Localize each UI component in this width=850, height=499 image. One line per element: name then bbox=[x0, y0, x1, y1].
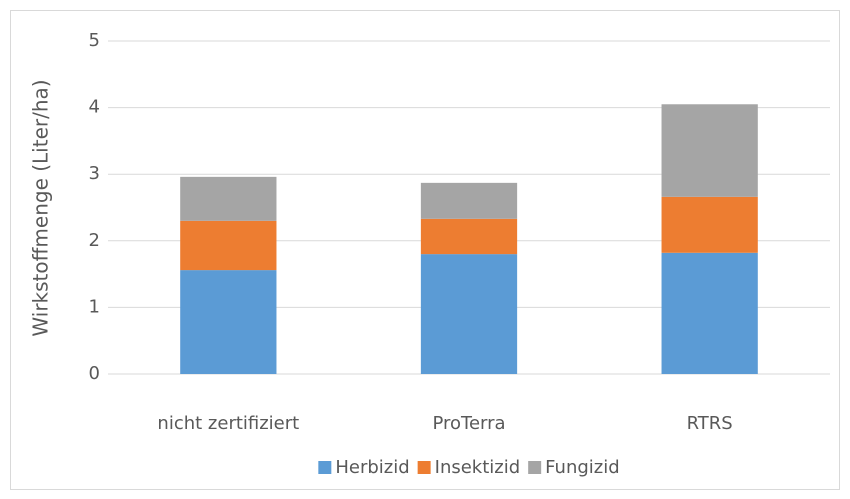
bar-segment bbox=[661, 104, 758, 197]
y-tick-label: 4 bbox=[89, 97, 100, 118]
y-tick-label: 0 bbox=[89, 363, 100, 384]
legend-label: Herbizid bbox=[335, 457, 409, 478]
legend-label: Insektizid bbox=[435, 457, 521, 478]
bar-segment bbox=[661, 196, 758, 253]
y-tick-label: 3 bbox=[89, 163, 100, 184]
bar-segment bbox=[180, 176, 277, 221]
bar-segment bbox=[420, 182, 518, 219]
y-axis-label: Wirkstoffmenge (Liter/ha) bbox=[29, 79, 53, 336]
legend-swatch bbox=[318, 461, 332, 474]
y-tick-label: 2 bbox=[89, 230, 100, 251]
y-tick-label: 1 bbox=[89, 296, 100, 317]
legend-label: Fungizid bbox=[545, 457, 620, 478]
bar-segment bbox=[180, 270, 277, 374]
bar-segment bbox=[420, 254, 518, 374]
bar-segment bbox=[661, 252, 758, 374]
bar-segment bbox=[420, 218, 518, 255]
legend-swatch bbox=[528, 461, 542, 474]
legend-swatch bbox=[417, 461, 431, 474]
x-tick-label: nicht zertifiziert bbox=[157, 413, 299, 434]
x-tick-label: ProTerra bbox=[432, 413, 505, 434]
bar-segment bbox=[180, 220, 277, 271]
y-tick-label: 5 bbox=[89, 30, 100, 51]
x-tick-label: RTRS bbox=[687, 413, 733, 434]
